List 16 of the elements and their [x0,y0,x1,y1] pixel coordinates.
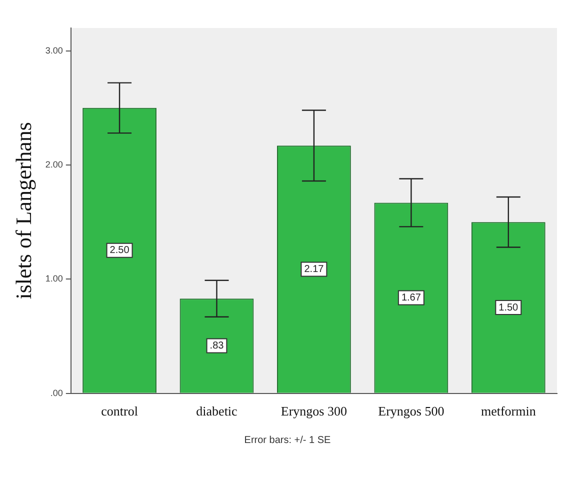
data-label: 1.67 [401,292,422,304]
y-tick-label: 1.00 [45,274,63,284]
data-label: 2.50 [110,245,130,256]
x-tick-label: diabetic [196,404,238,419]
x-tick-label: Eryngos 300 [280,404,348,419]
text: Error bars: +/- 1 SE [243,435,332,446]
data-label: .83 [210,340,224,352]
y-tick-label: 3.00 [45,45,63,56]
data-label: 1.50 [498,302,519,314]
x-tick-label: Eryngos 500 [378,404,444,419]
x-tick-label: control [101,404,138,419]
y-tick-label: 2.00 [45,160,63,170]
y-tick-label: .00 [50,388,63,398]
y-axis-title: islets of Langerhans [10,122,36,300]
x-tick-label: metformin [480,404,536,419]
data-label: 2.17 [304,264,324,276]
